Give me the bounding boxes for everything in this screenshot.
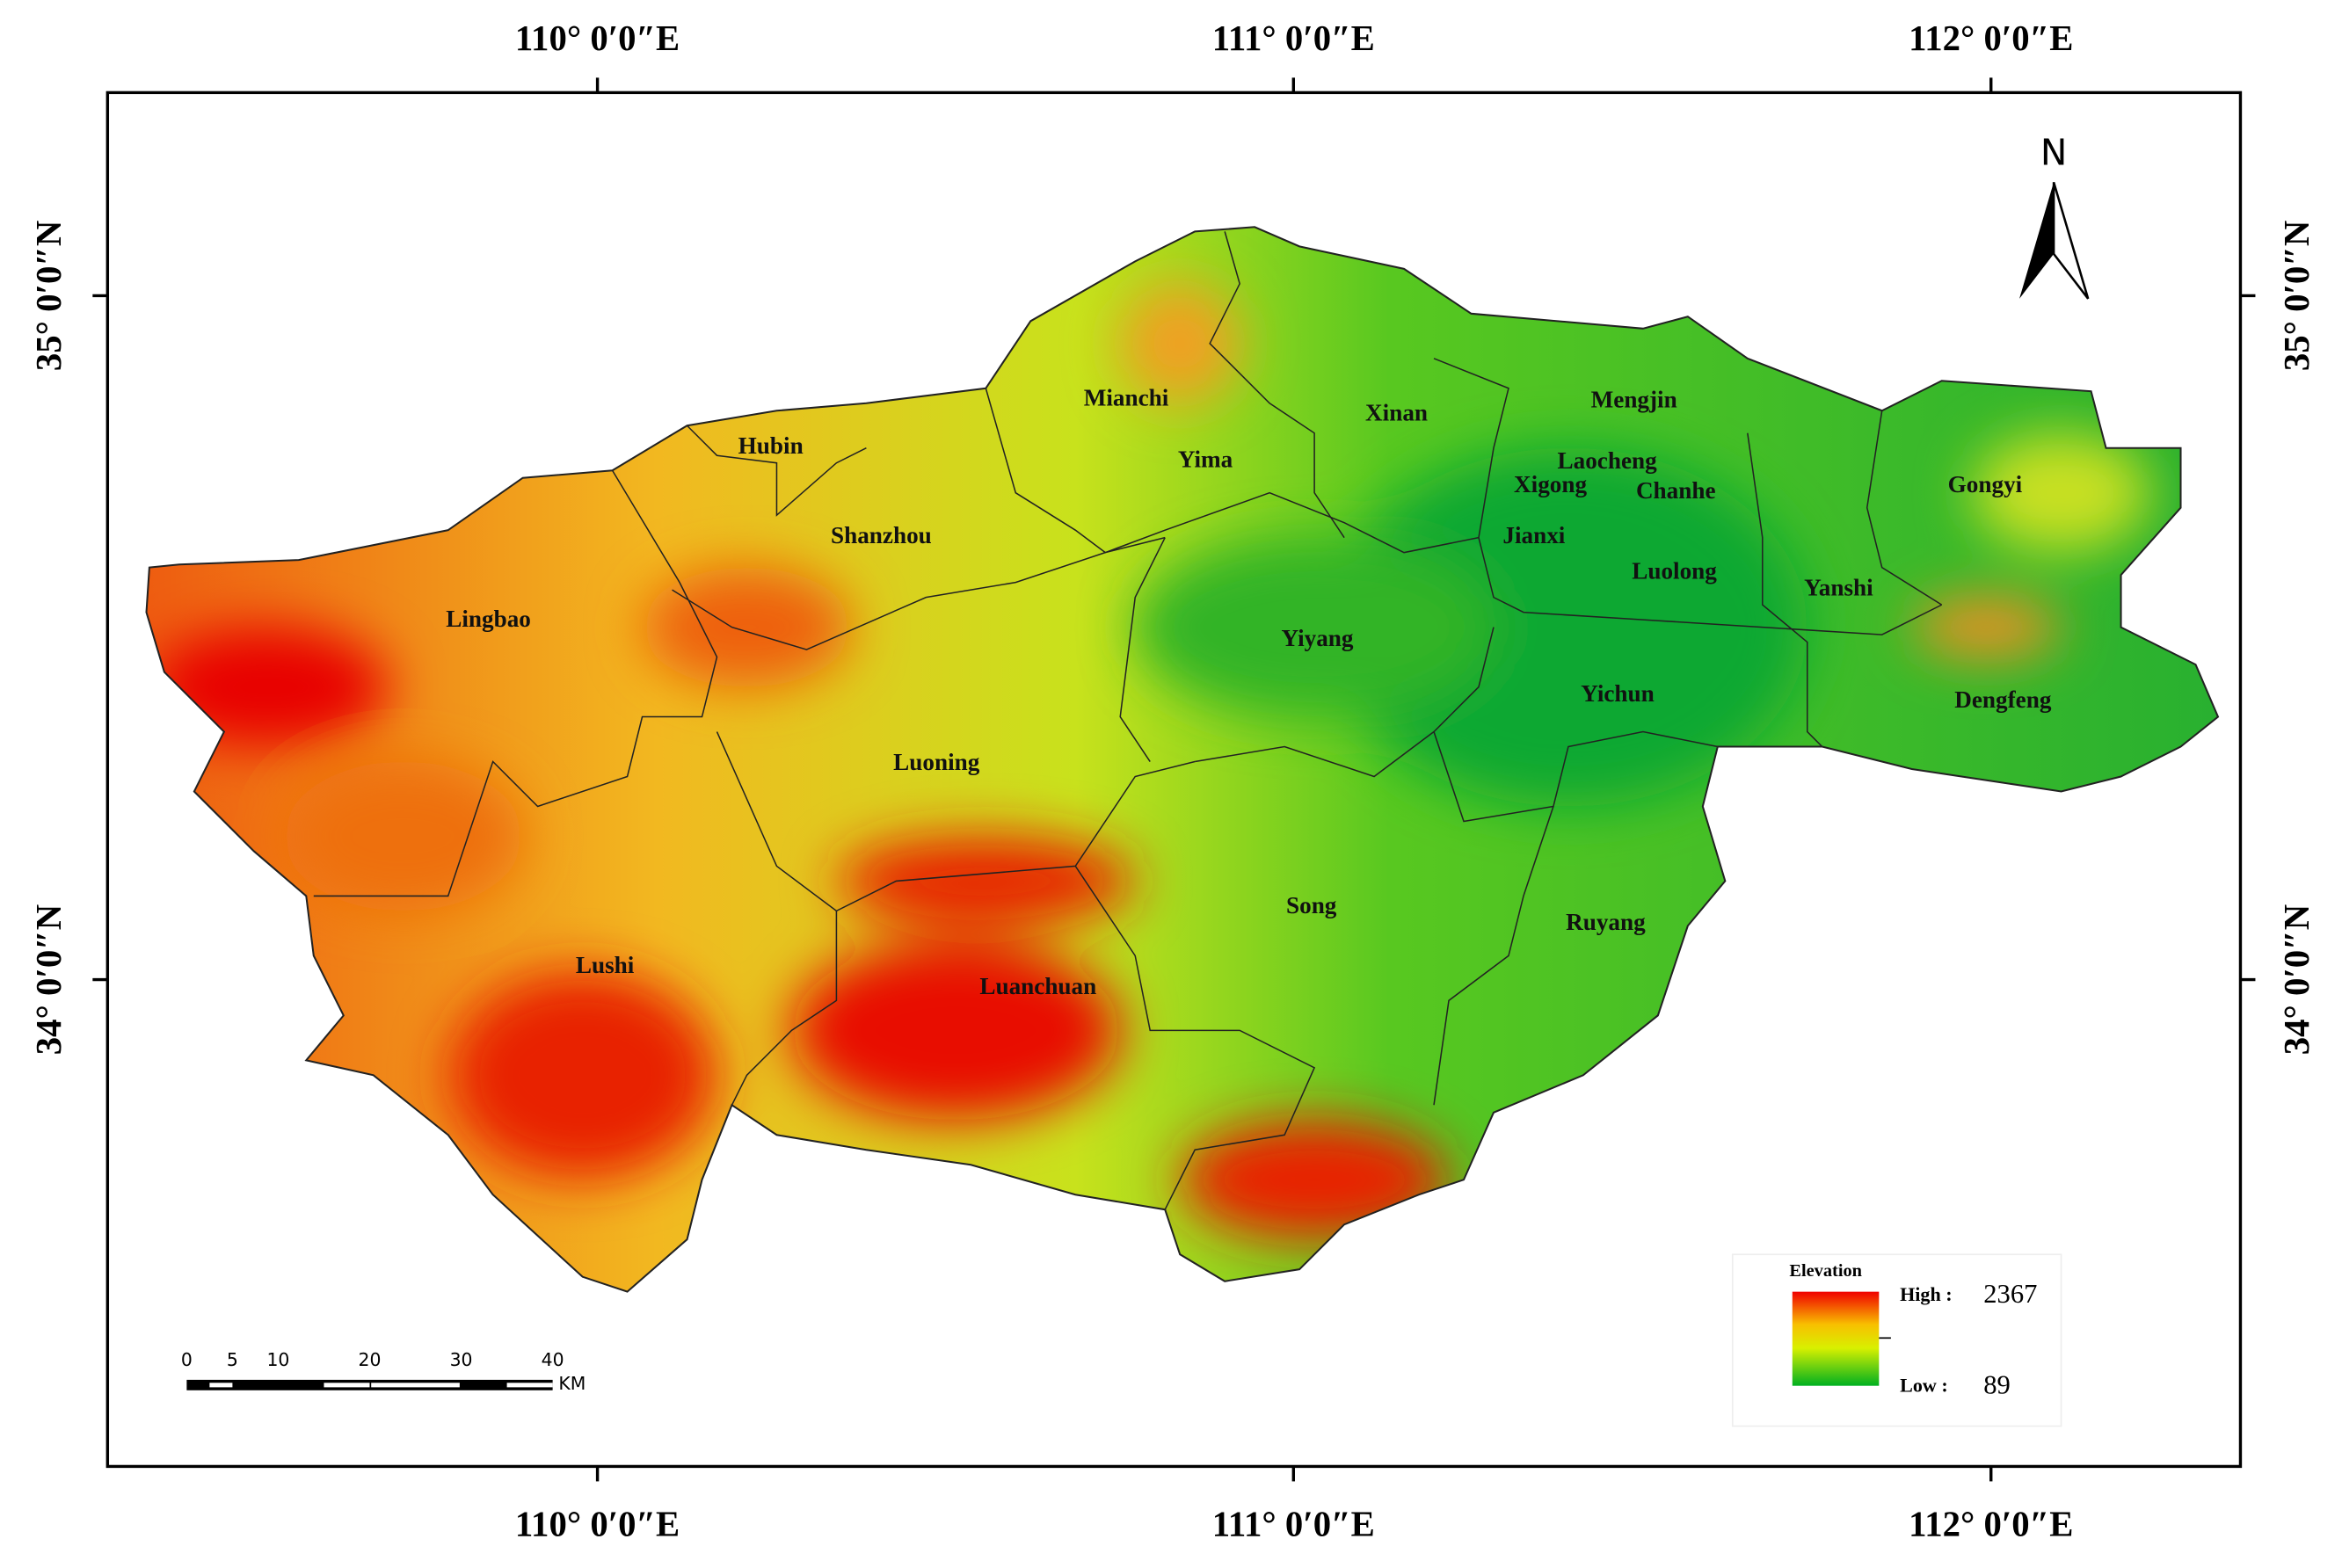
graticule-label-left: 35° 0′0″N: [29, 221, 69, 371]
county-label: Xigong: [1514, 471, 1587, 497]
scale-segment: [324, 1383, 370, 1388]
county-label: Yanshi: [1804, 574, 1873, 600]
legend-title: Elevation: [1789, 1261, 1862, 1281]
legend-low-value: 89: [1983, 1369, 2011, 1399]
county-label: Shanzhou: [831, 522, 932, 548]
county-label: Gongyi: [1948, 471, 2023, 497]
graticule-label-right: 35° 0′0″N: [2277, 221, 2317, 371]
legend-box: [1731, 1253, 2062, 1427]
scale-tick-label: 40: [542, 1349, 564, 1370]
graticule-label-top: 112° 0′0″E: [1909, 18, 2073, 58]
county-boundaries: [313, 231, 1943, 1210]
county-label: Jianxi: [1502, 522, 1565, 548]
graticule-label-top: 110° 0′0″E: [515, 18, 680, 58]
county-label: Luoning: [893, 749, 980, 775]
scale-tick-label: 10: [266, 1349, 289, 1370]
legend-high-value: 2367: [1983, 1279, 2037, 1309]
graticule-label-right: 34° 0′0″N: [2277, 904, 2317, 1055]
scale-segment: [371, 1383, 460, 1388]
county-label: Yima: [1178, 446, 1233, 472]
graticule-label-top: 111° 0′0″E: [1212, 18, 1375, 58]
legend: Elevation High : 2367 Low : 89: [1731, 1253, 2062, 1427]
scale-bar: 0 5 10 20 30 40 KM: [181, 1349, 586, 1394]
county-label: Lingbao: [446, 606, 531, 632]
scale-unit: KM: [558, 1373, 586, 1394]
north-label: N: [2040, 132, 2068, 174]
county-label: Mianchi: [1084, 385, 1169, 411]
north-arrow-right: [2052, 181, 2090, 300]
legend-high-label: High :: [1900, 1283, 1953, 1305]
scale-tick-label: 5: [227, 1349, 238, 1370]
county-label: Xinan: [1365, 400, 1428, 426]
graticule-label-bottom: 110° 0′0″E: [515, 1504, 680, 1543]
county-label: Yichun: [1581, 680, 1655, 707]
graticule-label-bottom: 111° 0′0″E: [1212, 1504, 1375, 1543]
graticule-label-left: 34° 0′0″N: [29, 904, 69, 1055]
graticule-label-bottom: 112° 0′0″E: [1909, 1504, 2073, 1543]
county-label: Dengfeng: [1954, 686, 2052, 713]
county-label: Laocheng: [1557, 447, 1657, 474]
county-label: Yiyang: [1281, 625, 1353, 651]
scale-segment: [506, 1383, 553, 1388]
graticule: 110° 0′0″E 111° 0′0″E 112° 0′0″E 110° 0′0″E…: [29, 18, 2317, 1543]
county-label: Hubin: [738, 432, 804, 459]
county-label: Ruyang: [1566, 909, 1646, 935]
scale-tick-label: 30: [450, 1349, 473, 1370]
county-label: Lushi: [576, 952, 635, 978]
scale-segment: [234, 1383, 277, 1388]
scale-tick-label: 0: [181, 1349, 193, 1370]
legend-low-label: Low :: [1900, 1374, 1948, 1396]
county-label: Song: [1286, 892, 1337, 918]
county-label: Luolong: [1632, 558, 1717, 584]
county-label: Mengjin: [1591, 386, 1677, 412]
relief: [149, 283, 2151, 1240]
legend-ramp: [1792, 1291, 1880, 1386]
scale-segment: [209, 1383, 233, 1388]
county-label: Luanchuan: [979, 973, 1096, 999]
county-labels: Mianchi Xinan Mengjin Hubin Yima LaochengXigo…: [446, 385, 2052, 999]
scale-tick-label: 20: [359, 1349, 382, 1370]
county-label: Chanhe: [1636, 477, 1716, 504]
